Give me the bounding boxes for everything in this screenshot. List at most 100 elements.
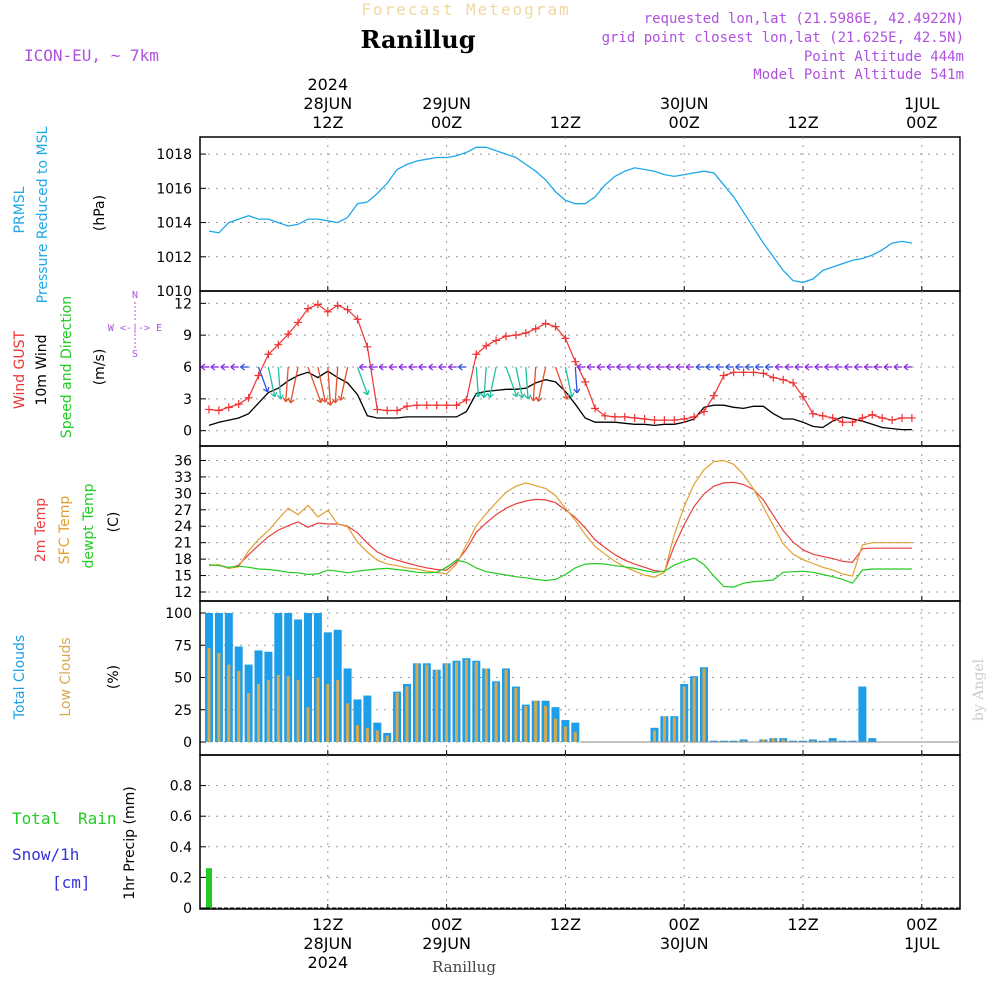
- gust-point: [422, 401, 431, 410]
- low-cloud-bar: [554, 718, 557, 742]
- arrow-shaft: [532, 366, 537, 401]
- gust-point: [808, 409, 817, 418]
- gust-point: [304, 304, 312, 313]
- bottom-time-label: 00Z: [431, 915, 462, 934]
- arrow-shaft: [483, 366, 487, 398]
- low-cloud-bar: [435, 669, 439, 742]
- low-cloud-bar: [276, 674, 280, 742]
- gust-point: [610, 412, 619, 421]
- y-tick-label: 1014: [156, 216, 192, 232]
- arrow-head: [518, 393, 526, 399]
- arrow-head: [200, 363, 206, 371]
- wind-10m-label: 10m Wind: [34, 334, 50, 405]
- temp-2m-line: [209, 481, 912, 573]
- low-cloud-bar: [356, 725, 359, 742]
- gust-point: [412, 401, 421, 410]
- arrow-head: [873, 363, 879, 371]
- wind-direction-arrow: [685, 363, 695, 371]
- arrow-head: [438, 363, 443, 371]
- wind-direction-arrow: [794, 363, 803, 371]
- wind-direction-arrow: [220, 363, 229, 371]
- low-cloud-bar: [514, 687, 518, 742]
- wind-direction-arrow: [326, 366, 334, 406]
- snow-label: Snow/1h: [12, 845, 79, 864]
- arrow-head: [458, 363, 463, 371]
- arrow-shaft: [327, 366, 332, 406]
- gust-point: [224, 403, 233, 412]
- arrow-head: [824, 363, 830, 371]
- arrow-shaft: [505, 366, 518, 397]
- y-tick-label: 0: [183, 735, 192, 751]
- low-cloud-bar: [524, 705, 528, 742]
- wind-direction-arrow: [535, 366, 547, 402]
- gust-point: [779, 375, 788, 384]
- low-cloud-bar: [286, 676, 290, 742]
- low-cloud-bar: [385, 735, 389, 742]
- bottom-time-label: 1JUL: [904, 934, 940, 953]
- gust-point: [591, 404, 600, 413]
- gust-point: [878, 413, 887, 422]
- y-tick-label: 30: [174, 486, 192, 502]
- arrow-head: [512, 391, 519, 398]
- arrow-head: [474, 392, 482, 398]
- wind-direction-arrow: [418, 363, 427, 371]
- total-cloud-bar: [858, 686, 867, 742]
- y-tick-label: 0: [183, 901, 192, 917]
- y-tick-label: 0: [183, 424, 192, 440]
- y-tick-label: 1016: [156, 181, 192, 197]
- wind-direction-arrow: [458, 363, 467, 371]
- wind-direction-arrow: [210, 363, 219, 371]
- total-cloud-bar: [848, 740, 857, 742]
- arrow-head: [210, 363, 216, 371]
- arrow-head: [715, 363, 721, 371]
- temp-sfc-line: [208, 459, 912, 578]
- y-tick-label: 25: [174, 703, 192, 719]
- gust-point: [719, 371, 728, 380]
- y-tick-label: 1012: [156, 250, 192, 266]
- gust-point: [838, 418, 847, 427]
- bottom-time-label: 30JUN: [660, 934, 709, 953]
- wind-gust-line: [208, 303, 912, 423]
- top-time-label: 28JUN: [303, 94, 352, 113]
- y-tick-label: 18: [174, 552, 192, 568]
- top-time-label: 1JUL: [904, 94, 940, 113]
- arrow-head: [755, 363, 760, 371]
- arrow-head: [725, 363, 731, 371]
- y-tick-label: 1010: [156, 284, 192, 300]
- gust-point: [442, 401, 451, 410]
- total-cloud-bar: [808, 739, 817, 742]
- arrow-shaft: [356, 366, 369, 396]
- gust-point: [294, 318, 303, 327]
- wind-direction-arrow: [814, 363, 823, 371]
- gust-point: [561, 334, 570, 343]
- gust-point: [492, 336, 501, 345]
- arrow-head: [240, 363, 245, 371]
- grid-point-coords: grid point closest lon,lat (21.625E, 42.…: [602, 30, 964, 46]
- low-cloud-bar: [742, 740, 746, 742]
- low-cloud-bar: [425, 664, 429, 742]
- wind-direction-arrow: [755, 363, 764, 371]
- arrow-head: [567, 392, 575, 398]
- low-cloud-bar: [217, 652, 221, 742]
- wind-direction-arrow: [636, 363, 645, 371]
- arrow-head: [326, 400, 334, 406]
- arrow-head: [596, 363, 602, 371]
- low-cloud-bar: [375, 730, 379, 742]
- arrow-shaft: [257, 366, 269, 393]
- gust-point: [541, 319, 550, 328]
- low-cloud-bar: [365, 727, 369, 742]
- arrow-head: [794, 363, 800, 371]
- arrow-head: [636, 363, 641, 371]
- gust-point: [284, 330, 293, 339]
- top-time-label: 2024: [307, 75, 348, 94]
- arrow-shaft: [554, 366, 568, 400]
- gust-point: [244, 393, 253, 402]
- gust-point: [353, 315, 362, 324]
- arrow-head: [562, 394, 570, 400]
- low-cloud-bar: [781, 739, 785, 742]
- wind-direction-arrow: [267, 366, 278, 398]
- gust-point: [858, 413, 867, 422]
- arrow-head: [626, 363, 632, 371]
- arrow-head: [883, 363, 889, 371]
- low-cloud-bar: [237, 671, 241, 742]
